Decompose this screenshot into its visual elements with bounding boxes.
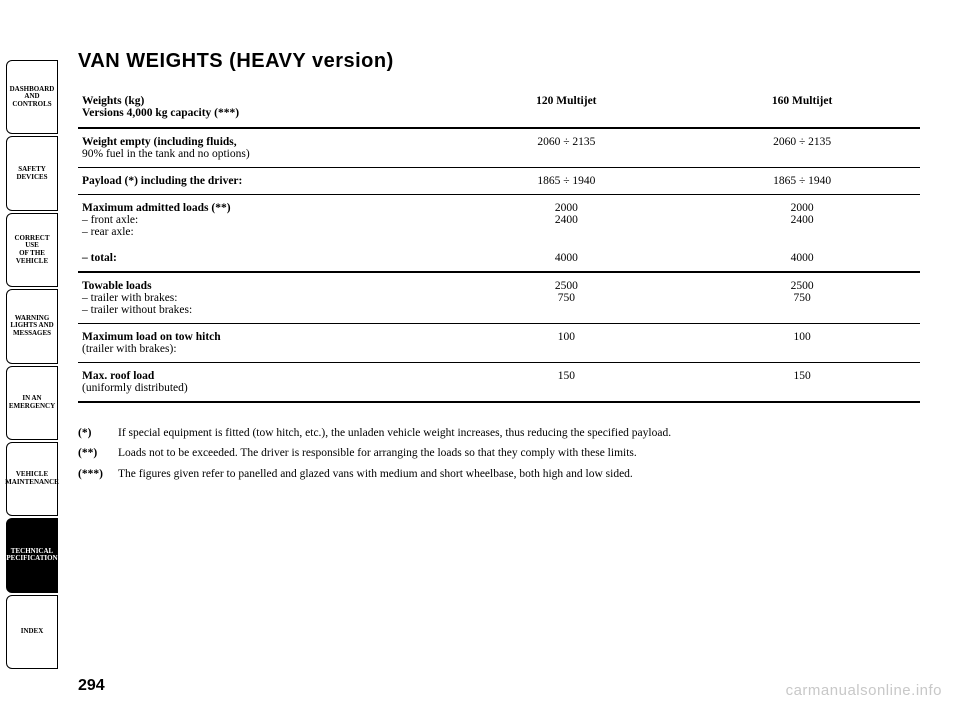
page-title: VAN WEIGHTS (HEAVY version)	[78, 50, 920, 73]
footnote-3-text: The figures given refer to panelled and …	[118, 466, 633, 483]
row-label: Payload (*) including the driver:	[78, 168, 448, 195]
table-row: Maximum load on tow hitch(trailer with b…	[78, 324, 920, 363]
footnote-1-text: If special equipment is fitted (tow hitc…	[118, 425, 671, 442]
content-area: VAN WEIGHTS (HEAVY version) Weights (kg)…	[58, 0, 960, 709]
row-value-1: 2000 2400	[448, 195, 684, 246]
watermark: carmanualsonline.info	[786, 682, 942, 699]
row-value-1: 2500 750	[448, 272, 684, 324]
row-label: Max. roof load(uniformly distributed)	[78, 363, 448, 403]
tab-correct-use[interactable]: CORRECT USE OF THE VEHICLE	[6, 213, 58, 287]
row-label: Weight empty (including fluids,90% fuel …	[78, 128, 448, 168]
row-value-2: 100	[684, 324, 920, 363]
tab-dashboard[interactable]: DASHBOARD AND CONTROLS	[6, 60, 58, 134]
header-line1: Weights (kg)	[82, 95, 144, 107]
row-label: Maximum admitted loads (**)– front axle:…	[78, 195, 448, 246]
row-value-1: 4000	[448, 245, 684, 272]
row-value-2: 2060 ÷ 2135	[684, 128, 920, 168]
table-row: Towable loads– trailer with brakes: – tr…	[78, 272, 920, 324]
row-value-1: 150	[448, 363, 684, 403]
tab-emergency[interactable]: IN AN EMERGENCY	[6, 366, 58, 440]
table-header-label: Weights (kg) Versions 4,000 kg capacity …	[78, 89, 448, 128]
tab-index[interactable]: INDEX	[6, 595, 58, 669]
side-tabs: DASHBOARD AND CONTROLS SAFETY DEVICES CO…	[0, 0, 58, 709]
row-label: Maximum load on tow hitch(trailer with b…	[78, 324, 448, 363]
footnotes: (*) If special equipment is fitted (tow …	[78, 425, 920, 483]
page-number: 294	[78, 677, 105, 695]
table-row: Payload (*) including the driver:1865 ÷ …	[78, 168, 920, 195]
footnote-1-mark: (*)	[78, 425, 112, 442]
table-row: – total:40004000	[78, 245, 920, 272]
row-value-2: 1865 ÷ 1940	[684, 168, 920, 195]
table-header-col2: 160 Multijet	[684, 89, 920, 128]
footnote-2-text: Loads not to be exceeded. The driver is …	[118, 445, 637, 462]
row-value-1: 2060 ÷ 2135	[448, 128, 684, 168]
header-line2: Versions 4,000 kg capacity (***)	[82, 107, 239, 119]
row-value-1: 100	[448, 324, 684, 363]
tab-safety[interactable]: SAFETY DEVICES	[6, 136, 58, 210]
table-body: Weight empty (including fluids,90% fuel …	[78, 128, 920, 402]
row-label: – total:	[78, 245, 448, 272]
tab-technical-specs[interactable]: TECHNICAL SPECIFICATIONS	[6, 518, 58, 592]
row-value-2: 2500 750	[684, 272, 920, 324]
footnote-2: (**) Loads not to be exceeded. The drive…	[78, 445, 920, 462]
footnote-3: (***) The figures given refer to panelle…	[78, 466, 920, 483]
footnote-2-mark: (**)	[78, 445, 112, 462]
tab-maintenance[interactable]: VEHICLE MAINTENANCE	[6, 442, 58, 516]
tab-warning-lights[interactable]: WARNING LIGHTS AND MESSAGES	[6, 289, 58, 363]
table-row: Max. roof load(uniformly distributed)150…	[78, 363, 920, 403]
row-value-1: 1865 ÷ 1940	[448, 168, 684, 195]
footnote-1: (*) If special equipment is fitted (tow …	[78, 425, 920, 442]
table-row: Weight empty (including fluids,90% fuel …	[78, 128, 920, 168]
weights-table: Weights (kg) Versions 4,000 kg capacity …	[78, 89, 920, 403]
footnote-3-mark: (***)	[78, 466, 112, 483]
table-row: Maximum admitted loads (**)– front axle:…	[78, 195, 920, 246]
row-value-2: 150	[684, 363, 920, 403]
page: DASHBOARD AND CONTROLS SAFETY DEVICES CO…	[0, 0, 960, 709]
table-header-col1: 120 Multijet	[448, 89, 684, 128]
row-value-2: 2000 2400	[684, 195, 920, 246]
row-value-2: 4000	[684, 245, 920, 272]
row-label: Towable loads– trailer with brakes: – tr…	[78, 272, 448, 324]
